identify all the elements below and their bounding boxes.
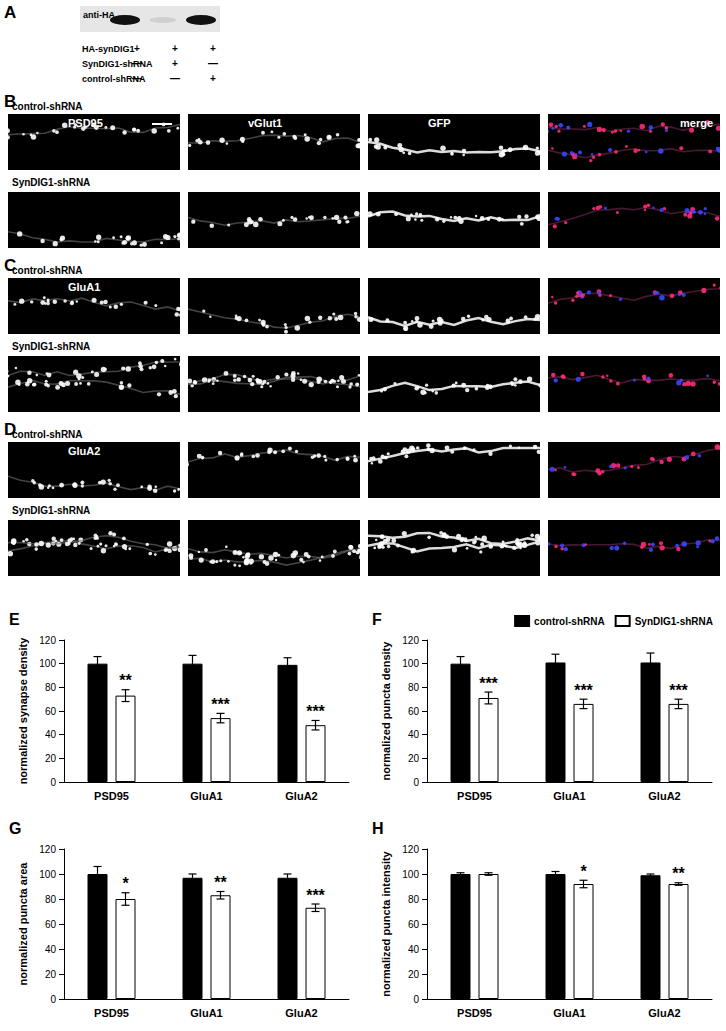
- svg-text:40: 40: [45, 944, 57, 955]
- svg-text:G: G: [9, 820, 21, 837]
- svg-text:SynDIG1-shRNA: SynDIG1-shRNA: [82, 59, 153, 69]
- svg-text:0: 0: [413, 994, 419, 1005]
- svg-text:control-shRNA: control-shRNA: [534, 616, 605, 627]
- svg-text:60: 60: [45, 706, 57, 717]
- svg-text:*: *: [122, 875, 129, 892]
- svg-text:20: 20: [45, 753, 57, 764]
- svg-text:—: —: [208, 58, 218, 69]
- svg-text:40: 40: [408, 729, 420, 740]
- svg-text:merge: merge: [680, 117, 713, 129]
- svg-text:normalized puncta density: normalized puncta density: [380, 641, 392, 781]
- svg-text:GluA1: GluA1: [190, 1007, 222, 1019]
- svg-text:GluA2: GluA2: [648, 790, 680, 802]
- svg-text:***: ***: [211, 696, 230, 713]
- svg-text:GluA1: GluA1: [68, 281, 100, 293]
- svg-text:***: ***: [669, 682, 688, 699]
- svg-text:A: A: [4, 3, 16, 22]
- svg-text:normalized synapse density: normalized synapse density: [17, 637, 29, 785]
- svg-text:anti-HA: anti-HA: [83, 10, 115, 20]
- svg-text:60: 60: [45, 919, 57, 930]
- svg-text:vGlut1: vGlut1: [248, 117, 282, 129]
- svg-text:120: 120: [39, 635, 56, 646]
- svg-text:HA-synDIG1: HA-synDIG1: [82, 44, 135, 54]
- svg-text:PSD95: PSD95: [94, 1007, 129, 1019]
- svg-text:80: 80: [408, 894, 420, 905]
- svg-text:100: 100: [39, 869, 56, 880]
- svg-text:***: ***: [479, 675, 498, 692]
- svg-text:GluA2: GluA2: [285, 1007, 317, 1019]
- svg-text:D: D: [4, 420, 17, 439]
- svg-text:PSD95: PSD95: [457, 790, 492, 802]
- svg-text:GluA1: GluA1: [553, 1007, 585, 1019]
- svg-text:100: 100: [402, 869, 419, 880]
- svg-text:120: 120: [402, 635, 419, 646]
- svg-text:80: 80: [408, 682, 420, 693]
- svg-text:SynDIG1-shRNA: SynDIG1-shRNA: [12, 505, 90, 516]
- svg-text:**: **: [214, 874, 227, 891]
- svg-text:PSD95: PSD95: [68, 117, 103, 129]
- svg-text:E: E: [9, 611, 20, 628]
- svg-text:**: **: [672, 865, 685, 882]
- svg-text:GluA1: GluA1: [190, 790, 222, 802]
- svg-text:SynDIG1-shRNA: SynDIG1-shRNA: [12, 177, 90, 188]
- svg-text:—: —: [132, 73, 142, 84]
- svg-text:60: 60: [408, 706, 420, 717]
- svg-text:+: +: [172, 58, 178, 69]
- svg-text:120: 120: [402, 844, 419, 855]
- svg-text:B: B: [4, 92, 17, 111]
- svg-text:+: +: [210, 43, 216, 54]
- svg-text:0: 0: [413, 777, 419, 788]
- svg-text:40: 40: [408, 944, 420, 955]
- svg-text:100: 100: [39, 658, 56, 669]
- svg-text:+: +: [134, 43, 140, 54]
- svg-text:—: —: [132, 58, 142, 69]
- svg-text:F: F: [372, 611, 382, 628]
- svg-text:control-shRNA: control-shRNA: [12, 429, 83, 440]
- svg-text:*: *: [580, 863, 587, 880]
- svg-text:20: 20: [45, 969, 57, 980]
- svg-text:100: 100: [402, 658, 419, 669]
- svg-text:80: 80: [45, 894, 57, 905]
- svg-text:80: 80: [45, 682, 57, 693]
- svg-text:20: 20: [408, 753, 420, 764]
- svg-text:0: 0: [50, 777, 56, 788]
- svg-text:control-shRNA: control-shRNA: [82, 74, 146, 84]
- svg-text:120: 120: [39, 844, 56, 855]
- svg-text:***: ***: [306, 703, 325, 720]
- svg-text:H: H: [372, 820, 384, 837]
- svg-text:GluA2: GluA2: [68, 445, 100, 457]
- svg-text:0: 0: [50, 994, 56, 1005]
- svg-text:***: ***: [306, 887, 325, 904]
- svg-text:PSD95: PSD95: [457, 1007, 492, 1019]
- svg-text:SynDIG1-shRNA: SynDIG1-shRNA: [635, 616, 713, 627]
- svg-text:20: 20: [408, 969, 420, 980]
- svg-text:+: +: [172, 43, 178, 54]
- svg-text:60: 60: [408, 919, 420, 930]
- svg-text:control-shRNA: control-shRNA: [12, 265, 83, 276]
- svg-text:normalized puncta area: normalized puncta area: [17, 862, 29, 986]
- svg-text:normalized puncta intensity: normalized puncta intensity: [380, 850, 392, 996]
- svg-text:**: **: [119, 672, 132, 689]
- svg-text:C: C: [4, 256, 17, 275]
- svg-text:GluA2: GluA2: [648, 1007, 680, 1019]
- svg-text:control-shRNA: control-shRNA: [12, 101, 83, 112]
- svg-text:+: +: [210, 73, 216, 84]
- svg-text:40: 40: [45, 729, 57, 740]
- svg-text:PSD95: PSD95: [94, 790, 129, 802]
- svg-text:GluA1: GluA1: [553, 790, 585, 802]
- svg-text:SynDIG1-shRNA: SynDIG1-shRNA: [12, 341, 90, 352]
- svg-text:GFP: GFP: [428, 117, 451, 129]
- svg-text:GluA2: GluA2: [285, 790, 317, 802]
- svg-text:***: ***: [574, 682, 593, 699]
- svg-text:—: —: [170, 73, 180, 84]
